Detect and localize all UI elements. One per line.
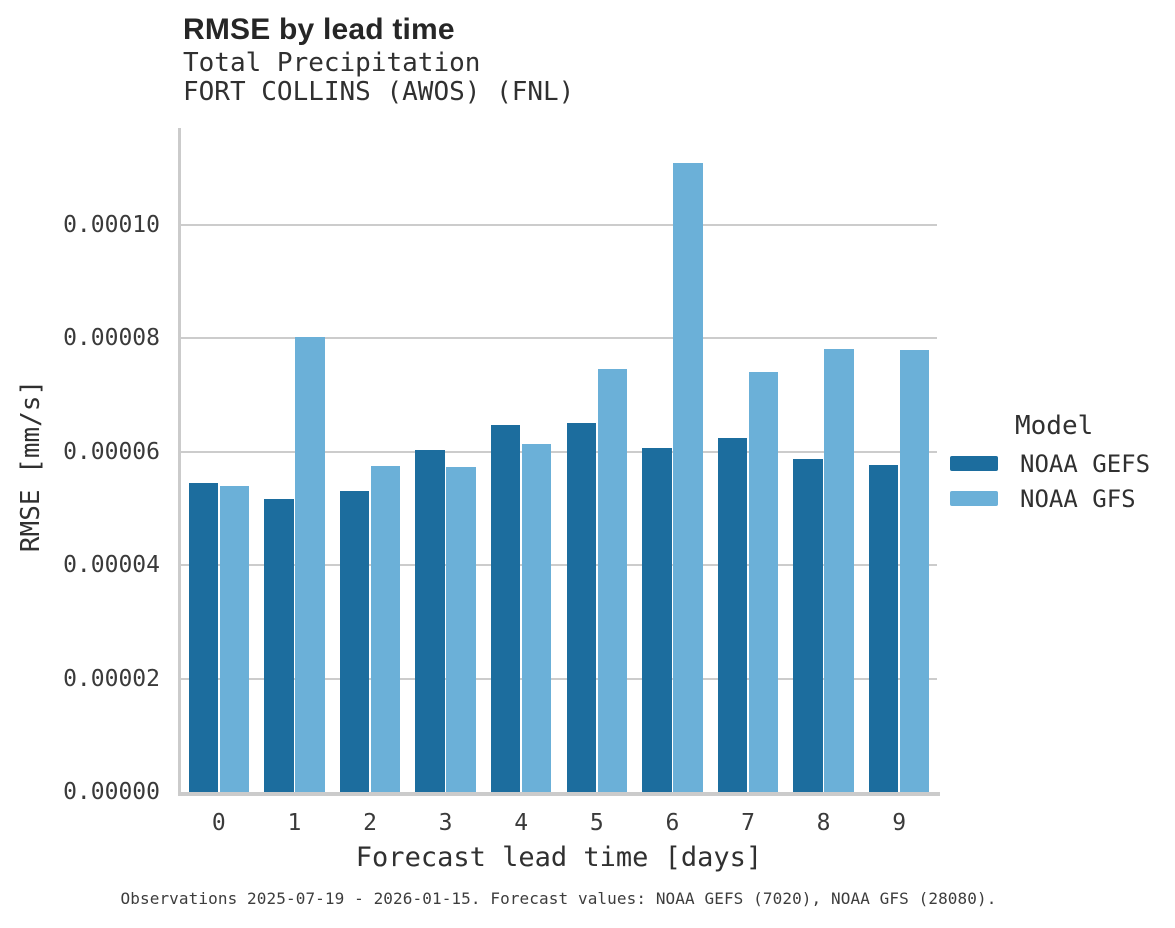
plot-area — [181, 128, 937, 792]
y-tick-0.00004: 0.00004 — [63, 552, 160, 579]
bar-noaa-gfs-day-8 — [824, 349, 854, 792]
gridline-0.00010 — [181, 223, 937, 226]
gridline-0.00008 — [181, 337, 937, 340]
bar-noaa-gefs-day-1 — [264, 498, 294, 792]
x-tick-7: 7 — [741, 810, 755, 836]
legend-item-noaa-gefs: NOAA GEFS — [950, 446, 1150, 481]
bar-noaa-gfs-day-3 — [446, 466, 476, 792]
bar-noaa-gefs-day-7 — [717, 437, 748, 792]
x-tick-9: 9 — [892, 810, 907, 836]
x-tick-labels: 0 1 2 3 4 5 6 7 8 9 — [181, 810, 937, 840]
x-tick-2: 2 — [363, 810, 377, 836]
x-tick-8: 8 — [816, 810, 831, 836]
x-axis-spine — [178, 792, 940, 796]
y-tick-0.00006: 0.00006 — [63, 438, 160, 465]
chart-caption: Observations 2025-07-19 - 2026-01-15. Fo… — [120, 889, 997, 908]
x-tick-5: 5 — [589, 810, 604, 836]
bar-noaa-gfs-day-7 — [748, 371, 779, 792]
y-tick-0.00000: 0.00000 — [63, 779, 160, 805]
legend-items: NOAA GEFS NOAA GFS — [950, 446, 1150, 516]
bar-noaa-gefs-day-8 — [793, 459, 823, 792]
legend: Model NOAA GEFS NOAA GFS — [950, 412, 1150, 516]
bar-noaa-gefs-day-5 — [566, 422, 597, 792]
bar-noaa-gefs-day-9 — [868, 465, 899, 792]
chart-subtitle-variable: Total Precipitation — [183, 48, 481, 78]
page-title: RMSE by lead time — [183, 13, 455, 46]
x-tick-0: 0 — [211, 810, 226, 836]
x-tick-1: 1 — [287, 810, 302, 836]
bar-noaa-gefs-day-6 — [642, 447, 672, 792]
bar-noaa-gefs-day-4 — [490, 425, 521, 792]
bar-noaa-gfs-day-9 — [899, 349, 930, 792]
y-tick-0.00008: 0.00008 — [63, 325, 160, 352]
gridline-0.00002 — [181, 677, 937, 680]
bar-noaa-gefs-day-3 — [415, 449, 445, 792]
x-axis-label: Forecast lead time [days] — [355, 842, 763, 873]
bar-noaa-gefs-day-0 — [188, 482, 219, 792]
bar-noaa-gfs-day-6 — [673, 162, 703, 792]
legend-item-noaa-gfs: NOAA GFS — [950, 481, 1150, 516]
bar-noaa-gefs-day-2 — [339, 491, 370, 792]
y-tick-0.00002: 0.00002 — [63, 665, 160, 692]
legend-label: NOAA GFS — [1020, 484, 1136, 513]
bar-noaa-gfs-day-0 — [219, 485, 250, 792]
chart-subtitle-station: FORT COLLINS (AWOS) (FNL) — [183, 77, 575, 107]
x-tick-6: 6 — [665, 810, 680, 836]
legend-title: Model — [1015, 411, 1094, 441]
x-tick-3: 3 — [438, 810, 453, 836]
legend-label: NOAA GEFS — [1020, 449, 1151, 478]
y-axis-spine — [178, 128, 181, 796]
y-tick-0.00010: 0.00010 — [63, 211, 160, 238]
gridline-0.00006 — [181, 450, 937, 453]
legend-swatch-noaa-gfs — [950, 491, 998, 506]
bar-noaa-gfs-day-2 — [370, 465, 401, 792]
y-tick-labels: 0.00000 0.00002 0.00004 0.00006 0.00008 0.000… — [20, 128, 160, 805]
bar-noaa-gfs-day-1 — [295, 336, 325, 792]
legend-swatch-noaa-gefs — [950, 456, 998, 471]
bar-noaa-gfs-day-5 — [597, 369, 628, 792]
gridline-0.00004 — [181, 564, 937, 567]
bar-noaa-gfs-day-4 — [521, 443, 552, 792]
x-tick-4: 4 — [514, 810, 529, 836]
